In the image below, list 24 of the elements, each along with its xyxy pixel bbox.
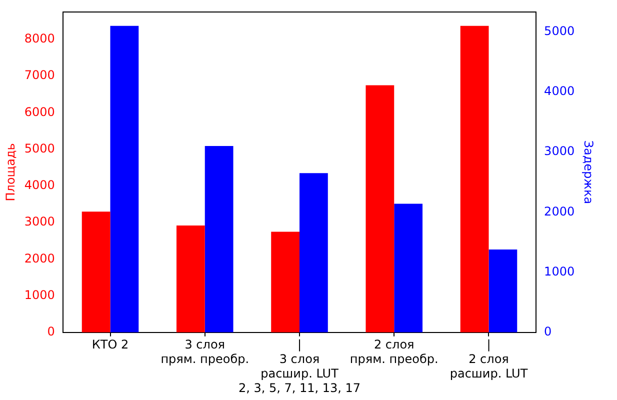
bar [110, 26, 139, 332]
x-tick-label: 2 слоя прям. преобр. [350, 338, 438, 366]
y2-tick-label: 4000 [544, 84, 575, 98]
y-tick-label: 4000 [24, 178, 55, 192]
y2-axis-title: Задержка [582, 140, 596, 204]
y2-tick-label: 3000 [544, 144, 575, 158]
y2-tick-label: 2000 [544, 204, 575, 218]
y-tick-label: 3000 [24, 214, 55, 229]
y-tick-label: 5000 [24, 141, 55, 156]
y2-tick-label: 0 [544, 324, 552, 339]
y-tick-label: 7000 [24, 68, 55, 82]
x-tick-label: | 2 слоя расшир. LUT [450, 338, 528, 381]
y-tick-label: 1000 [24, 288, 55, 302]
bar [460, 26, 489, 332]
y2-tick-label: 1000 [544, 264, 575, 278]
y-tick-label: 8000 [24, 32, 55, 46]
y-tick-label: 0 [47, 324, 55, 339]
y2-tick-label: 5000 [544, 24, 575, 38]
y-axis-title: Площадь [3, 143, 18, 202]
x-tick-label: КТО 2 [92, 338, 129, 352]
y-tick-label: 6000 [24, 104, 55, 119]
x-tick-label: 3 слоя прям. преобр. [160, 338, 250, 366]
bar [488, 249, 518, 332]
y-tick-label: 2000 [24, 251, 55, 266]
